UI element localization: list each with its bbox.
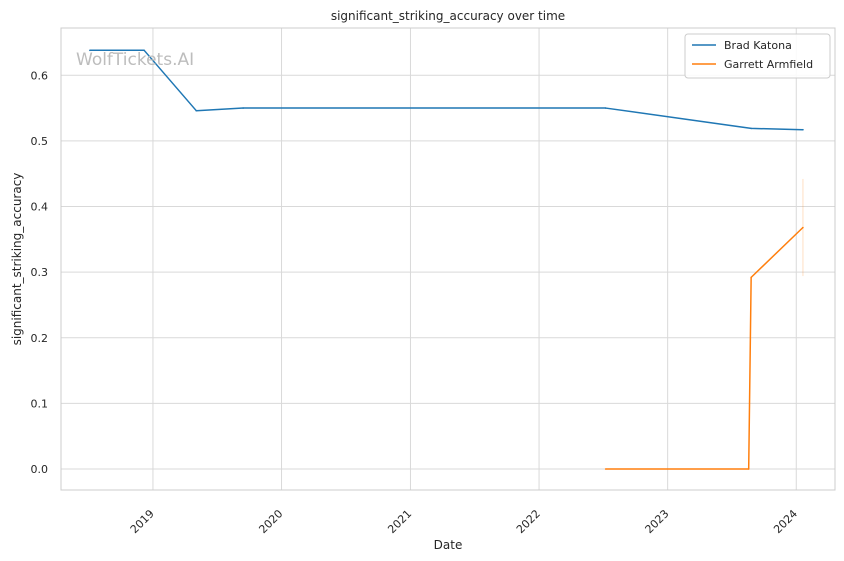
y-tick-label: 0.1 [31, 397, 49, 410]
legend-label-garrett-armfield: Garrett Armfield [724, 58, 813, 71]
data-point [802, 226, 804, 229]
plot-frame [60, 27, 836, 491]
series-line [605, 226, 804, 470]
y-tick-label: 0.4 [31, 201, 49, 214]
y-tick-label: 0.2 [31, 332, 49, 345]
series-group [89, 49, 804, 470]
data-point [195, 109, 198, 112]
y-axis-label: significant_striking_accuracy [10, 173, 24, 346]
y-tick-label: 0.6 [31, 69, 49, 82]
data-point [604, 468, 607, 470]
data-point [802, 128, 804, 131]
y-tick-labels: 0.0 0.1 0.2 0.3 0.4 0.5 0.6 [31, 69, 49, 476]
series-brad-katona [89, 49, 804, 131]
data-point [242, 107, 244, 109]
data-point [89, 49, 91, 52]
legend-label-brad-katona: Brad Katona [724, 39, 792, 52]
y-tick-label: 0.5 [31, 135, 49, 148]
x-axis-label: Date [434, 538, 463, 552]
chart-title: significant_striking_accuracy over time [331, 9, 565, 23]
data-point [747, 468, 750, 470]
grid [61, 28, 835, 490]
watermark: WolfTickets.AI [76, 50, 194, 70]
data-point [604, 107, 607, 109]
y-tick-label: 0.3 [31, 266, 49, 279]
data-point [143, 49, 145, 52]
y-tick-label: 0.0 [31, 463, 49, 476]
data-point [750, 127, 752, 130]
legend-box [684, 33, 831, 79]
data-point [750, 276, 752, 279]
series-garrett-armfield [604, 178, 804, 470]
legend: Brad Katona Garrett Armfield [684, 33, 831, 79]
